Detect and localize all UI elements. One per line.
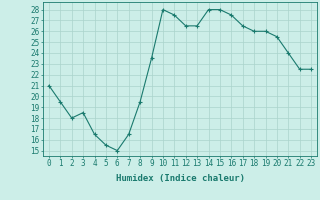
X-axis label: Humidex (Indice chaleur): Humidex (Indice chaleur) [116, 174, 244, 183]
